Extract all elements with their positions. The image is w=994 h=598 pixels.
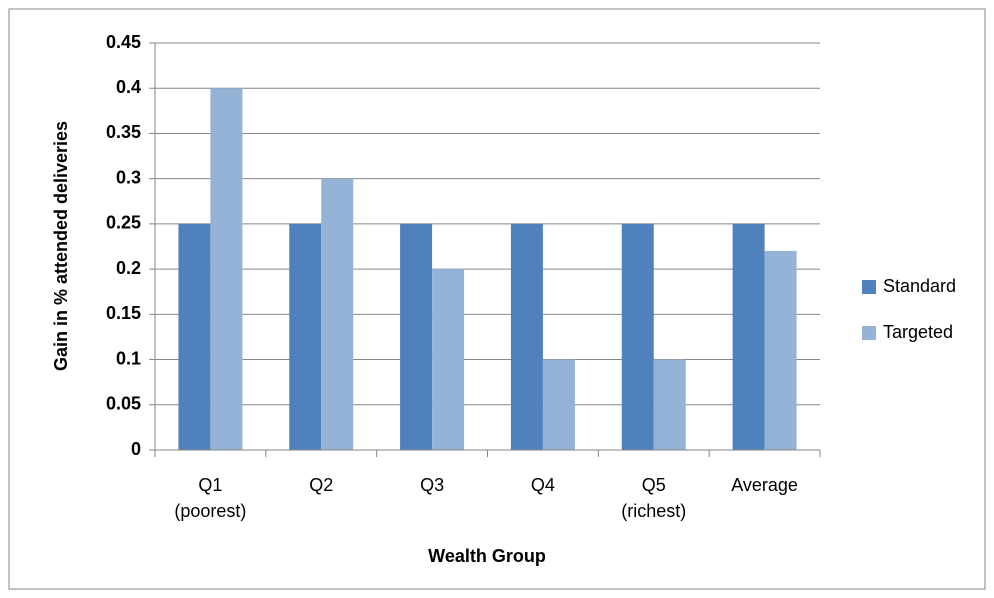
y-tick-label: 0.4 — [116, 77, 141, 97]
legend-swatch — [862, 326, 876, 340]
x-tick-label: Q2 — [309, 475, 333, 495]
y-tick-label: 0.25 — [106, 213, 141, 233]
y-tick-label: 0.3 — [116, 167, 141, 187]
x-tick-label: Average — [731, 475, 798, 495]
y-tick-label: 0.1 — [116, 348, 141, 368]
legend-swatch — [862, 280, 876, 294]
legend-label: Standard — [883, 276, 956, 296]
legend-label: Targeted — [883, 322, 953, 342]
bar — [542, 359, 575, 450]
bar — [653, 359, 686, 450]
y-tick-label: 0.45 — [106, 32, 141, 52]
x-tick-label: Q4 — [531, 475, 555, 495]
x-tick-label: Q1 (poorest) — [174, 475, 246, 521]
y-tick-label: 0.15 — [106, 303, 141, 323]
x-tick-label: Q3 — [420, 475, 444, 495]
bar — [510, 223, 543, 450]
bar — [400, 223, 433, 450]
bar — [732, 223, 765, 450]
y-tick-label: 0.05 — [106, 394, 141, 414]
bar — [764, 251, 797, 450]
bar — [289, 223, 322, 450]
bar — [432, 269, 465, 450]
y-tick-label: 0.2 — [116, 258, 141, 278]
chart-frame — [8, 8, 986, 590]
y-tick-label: 0.35 — [106, 122, 141, 142]
bar — [178, 223, 211, 450]
y-axis-label: Gain in % attended deliveries — [51, 121, 71, 371]
x-axis-label: Wealth Group — [428, 546, 546, 566]
bar — [321, 178, 354, 450]
bar — [210, 88, 243, 450]
x-tick-label: Q5 (richest) — [621, 475, 686, 521]
bar — [621, 223, 654, 450]
y-tick-label: 0 — [131, 439, 141, 459]
